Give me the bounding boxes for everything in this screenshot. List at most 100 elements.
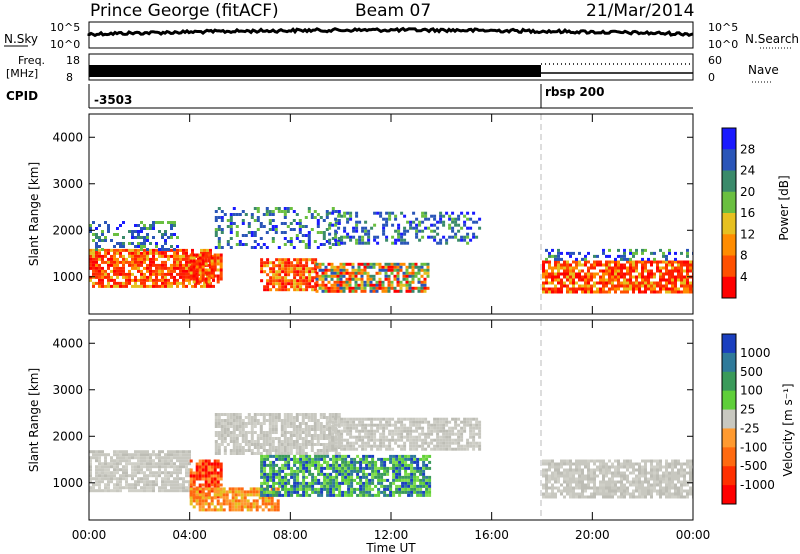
freq-panel: Freq. [MHz] 18 8 60 0 Nave — [6, 53, 779, 84]
echo-cell — [620, 281, 623, 285]
echo-cell — [161, 236, 164, 239]
echo-cell — [394, 229, 398, 233]
echo-cell — [319, 425, 323, 428]
echo-cell — [575, 266, 578, 270]
echo-cell — [614, 468, 617, 472]
echo-cell — [298, 446, 302, 449]
echo-cell — [290, 469, 294, 473]
echo-cell — [354, 286, 358, 290]
echo-cell — [313, 210, 317, 213]
echo-cell — [167, 453, 170, 457]
echo-cell — [146, 480, 149, 484]
echo-cell — [336, 283, 340, 287]
echo-cell — [671, 266, 674, 270]
echo-cell — [209, 248, 212, 252]
echo-cell — [296, 460, 300, 464]
echo-cell — [314, 258, 318, 262]
echo-cell — [358, 423, 362, 427]
echo-cell — [188, 266, 191, 270]
echo-cell — [436, 426, 440, 430]
echo-cell — [689, 269, 692, 273]
echo-cell — [143, 248, 146, 252]
echo-cell — [343, 444, 347, 448]
echo-cell — [185, 480, 188, 484]
echo-cell — [581, 290, 584, 294]
echo-cell — [259, 422, 263, 425]
echo-cell — [229, 246, 233, 249]
echo-cell — [217, 225, 221, 228]
echo-cell — [298, 449, 302, 452]
echo-cell — [412, 220, 416, 224]
echo-cell — [677, 489, 680, 493]
echo-cell — [262, 422, 266, 425]
echo-cell — [560, 281, 563, 285]
echo-cell — [113, 272, 116, 276]
echo-cell — [593, 471, 596, 475]
echo-cell — [301, 446, 305, 449]
echo-cell — [341, 478, 345, 482]
echo-cell — [428, 490, 432, 494]
echo-cell — [307, 428, 311, 431]
echo-cell — [286, 452, 290, 455]
echo-cell — [167, 471, 170, 475]
echo-cell — [341, 493, 345, 497]
echo-cell — [424, 217, 428, 221]
echo-cell — [256, 440, 260, 443]
echo-cell — [472, 220, 476, 224]
echo-cell — [346, 426, 350, 430]
echo-cell — [137, 278, 140, 282]
echo-cell — [343, 226, 347, 230]
echo-cell — [299, 457, 303, 461]
echo-cell — [416, 463, 420, 467]
echo-cell — [298, 434, 302, 437]
echo-cell — [289, 434, 293, 437]
echo-cell — [665, 489, 668, 493]
echo-cell — [253, 207, 257, 210]
echo-cell — [683, 260, 686, 264]
echo-cell — [394, 238, 398, 242]
echo-cell — [396, 268, 400, 272]
echo-cell — [408, 274, 412, 278]
echo-cell — [305, 460, 309, 464]
echo-cell — [569, 272, 572, 276]
echo-cell — [566, 462, 569, 466]
echo-cell — [134, 471, 137, 475]
echo-cell — [195, 487, 199, 491]
colorbar-segment — [722, 371, 736, 392]
echo-cell — [360, 286, 364, 290]
echo-cell — [635, 248, 638, 252]
echo-cell — [382, 444, 386, 448]
echo-cell — [241, 219, 245, 222]
echo-cell — [143, 281, 146, 285]
echo-cell — [302, 258, 306, 262]
echo-cell — [232, 434, 236, 437]
echo-cell — [104, 471, 107, 475]
echo-cell — [274, 446, 278, 449]
echo-cell — [689, 459, 692, 463]
echo-cell — [401, 475, 405, 479]
echo-cell — [605, 278, 608, 282]
echo-cell — [376, 423, 380, 427]
echo-cell — [584, 284, 587, 288]
echo-cell — [155, 263, 158, 267]
echo-cell — [620, 480, 623, 484]
echo-cell — [590, 290, 593, 294]
echo-cell — [674, 495, 677, 499]
echo-cell — [656, 290, 659, 294]
echo-cell — [614, 486, 617, 490]
echo-cell — [566, 471, 569, 475]
echo-cell — [392, 475, 396, 479]
echo-cell — [313, 428, 317, 431]
echo-cell — [416, 478, 420, 482]
echo-cell — [602, 263, 605, 267]
echo-cell — [95, 453, 98, 457]
echo-cell — [683, 471, 686, 475]
echo-cell — [167, 248, 170, 251]
echo-cell — [128, 230, 131, 233]
echo-cell — [296, 475, 300, 479]
echo-cell — [296, 273, 300, 277]
echo-cell — [107, 468, 110, 472]
echo-cell — [128, 251, 131, 255]
echo-cell — [357, 271, 361, 275]
echo-cell — [407, 472, 411, 476]
